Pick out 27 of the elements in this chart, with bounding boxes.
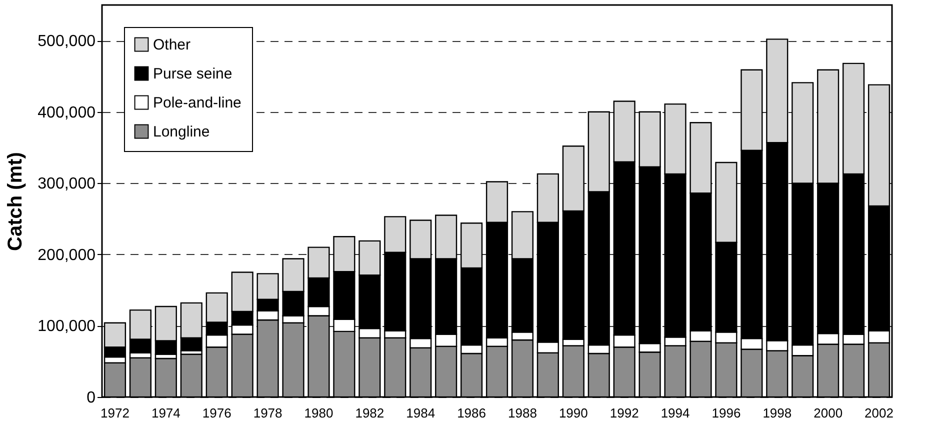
x-tick-label: 2000: [814, 406, 843, 420]
x-tick-label: 1984: [406, 406, 436, 420]
y-tick-label: 0: [86, 390, 96, 406]
x-tick-label: 1976: [202, 406, 232, 420]
legend-label: Purse seine: [153, 66, 232, 82]
y-tick-label: 300,000: [38, 176, 96, 193]
legend-label: Longline: [153, 124, 210, 140]
x-tick-label: 1974: [151, 406, 180, 420]
x-tick-label: 2002: [864, 406, 894, 420]
x-tick-label: 1990: [558, 406, 588, 420]
x-tick-label: 1978: [253, 406, 282, 420]
x-tick-label: 1998: [762, 406, 792, 420]
x-tick-label: 1986: [457, 406, 486, 420]
y-axis-title: Catch (mt): [4, 152, 27, 251]
y-tick-label: 400,000: [38, 104, 96, 122]
x-tick-label: 1996: [712, 406, 741, 420]
x-tick-label: 1972: [100, 406, 130, 420]
legend-label: Pole-and-line: [153, 94, 242, 112]
x-tick-label: 1980: [304, 406, 334, 420]
x-tick-label: 1982: [355, 406, 384, 420]
x-tick-label: 1994: [660, 406, 690, 420]
legend-label: Other: [153, 36, 191, 54]
y-tick-label: 200,000: [38, 246, 96, 264]
y-tick-label: 500,000: [38, 33, 96, 50]
y-tick-label: 100,000: [38, 318, 96, 336]
x-tick-label: 1992: [610, 406, 639, 420]
x-tick-label: 1988: [508, 406, 537, 420]
